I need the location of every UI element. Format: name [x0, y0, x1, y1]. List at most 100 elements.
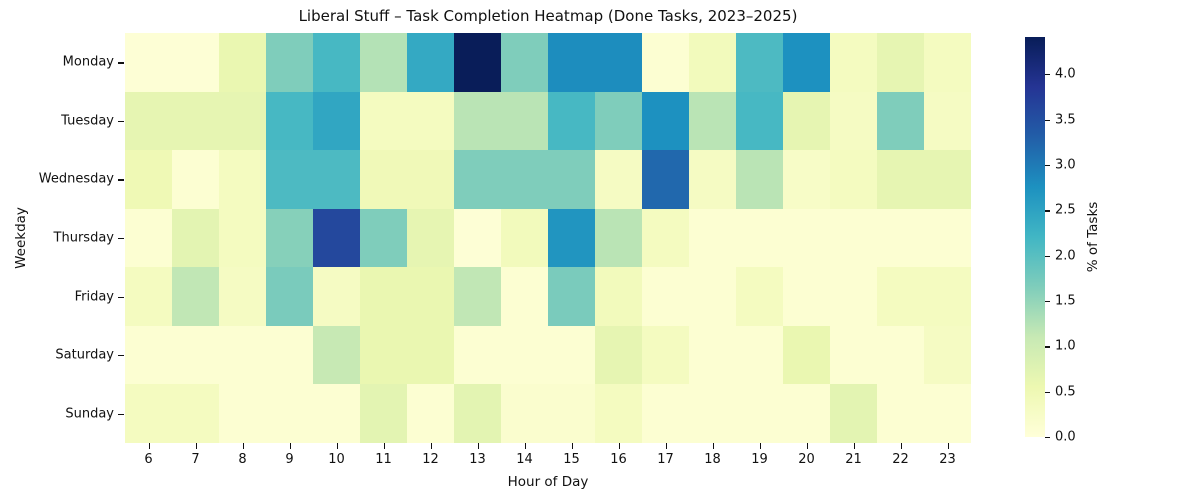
colorbar-tick-label: 1.5: [1055, 293, 1076, 309]
heatmap-cell: [172, 150, 219, 209]
colorbar-tick-mark: [1045, 391, 1050, 393]
y-tick-label: Monday: [62, 54, 114, 70]
y-tick-mark: [118, 238, 124, 240]
heatmap-cell: [830, 150, 877, 209]
heatmap-cell: [830, 208, 877, 268]
heatmap-cell: [783, 150, 830, 209]
heatmap-cell: [548, 325, 595, 385]
heatmap-cell: [266, 384, 313, 443]
heatmap-cell: [689, 150, 736, 209]
heatmap-cell: [501, 267, 548, 326]
heatmap-cell: [595, 384, 642, 443]
heatmap-cell: [642, 325, 689, 385]
heatmap-cell: [736, 91, 783, 151]
heatmap-cell: [877, 33, 924, 92]
heatmap-cell: [689, 384, 736, 443]
x-tick-label: 16: [610, 452, 627, 467]
heatmap-cell: [266, 33, 313, 92]
colorbar-tick-mark: [1045, 74, 1050, 76]
colorbar-tick-label: 3.5: [1055, 112, 1076, 128]
x-tick-label: 18: [704, 452, 721, 467]
heatmap-cell: [689, 91, 736, 151]
y-tick-label: Thursday: [53, 230, 114, 246]
y-tick-mark: [118, 355, 124, 357]
heatmap-cell: [548, 33, 595, 92]
x-tick-mark: [148, 443, 150, 449]
y-tick-mark: [118, 296, 124, 298]
heatmap-cell: [877, 91, 924, 151]
heatmap-cell: [548, 267, 595, 326]
heatmap-cell: [360, 150, 407, 209]
x-tick-label: 15: [563, 452, 580, 467]
heatmap-cell: [407, 267, 454, 326]
heatmap-cell: [125, 267, 172, 326]
heatmap-cell: [548, 208, 595, 268]
x-tick-label: 11: [375, 452, 392, 467]
heatmap-cell: [501, 325, 548, 385]
x-tick-mark: [383, 443, 385, 449]
x-tick-label: 9: [285, 452, 294, 467]
x-axis-title: Hour of Day: [507, 474, 589, 490]
heatmap-cell: [877, 208, 924, 268]
heatmap-cell: [736, 208, 783, 268]
x-tick-mark: [477, 443, 479, 449]
x-tick-mark: [806, 443, 808, 449]
heatmap-cell: [548, 384, 595, 443]
x-tick-label: 10: [328, 452, 345, 467]
colorbar-tick-label: 1.0: [1055, 338, 1076, 354]
heatmap-cell: [783, 91, 830, 151]
colorbar-tick-label: 0.0: [1055, 429, 1076, 445]
colorbar-label: % of Tasks: [1085, 201, 1101, 273]
heatmap-cell: [595, 150, 642, 209]
heatmap-cell: [924, 267, 971, 326]
x-tick-mark: [336, 443, 338, 449]
heatmap-cell: [783, 384, 830, 443]
heatmap-cell: [736, 33, 783, 92]
heatmap-cell: [689, 325, 736, 385]
colorbar-tick-mark: [1045, 300, 1050, 303]
heatmap-cell: [172, 325, 219, 385]
x-tick-label: 8: [238, 452, 247, 467]
heatmap-cell: [548, 150, 595, 209]
heatmap-cell: [830, 33, 877, 92]
heatmap-cell: [266, 91, 313, 151]
heatmap-cell: [172, 267, 219, 326]
x-tick-label: 22: [892, 452, 909, 467]
heatmap-cell: [454, 33, 501, 92]
heatmap-cell: [266, 267, 313, 326]
heatmap-cell: [736, 325, 783, 385]
x-tick-label: 7: [191, 452, 200, 467]
y-tick-label: Saturday: [55, 347, 114, 363]
heatmap-cell: [454, 91, 501, 151]
heatmap-cell: [407, 384, 454, 443]
heatmap-cell: [219, 384, 266, 443]
heatmap-cell: [642, 150, 689, 209]
x-tick-mark: [430, 443, 432, 449]
x-tick-mark: [665, 443, 667, 449]
heatmap-cell: [689, 267, 736, 326]
heatmap-cell: [266, 325, 313, 385]
heatmap-cell: [454, 208, 501, 268]
x-tick-label: 14: [516, 452, 533, 467]
heatmap-cell: [877, 150, 924, 209]
heatmap-grid: [125, 33, 971, 443]
heatmap-cell: [736, 384, 783, 443]
heatmap-cell: [360, 384, 407, 443]
heatmap-cell: [783, 267, 830, 326]
heatmap-cell: [501, 91, 548, 151]
heatmap-cell: [689, 33, 736, 92]
heatmap-cell: [454, 150, 501, 209]
heatmap-cell: [313, 384, 360, 443]
heatmap-cell: [830, 91, 877, 151]
y-tick-label: Sunday: [65, 406, 114, 422]
heatmap-cell: [407, 325, 454, 385]
heatmap-cell: [125, 91, 172, 151]
x-tick-mark: [571, 443, 573, 449]
chart-title: Liberal Stuff – Task Completion Heatmap …: [298, 7, 798, 25]
colorbar-tick-label: 2.0: [1055, 248, 1076, 264]
heatmap-cell: [313, 267, 360, 326]
heatmap-cell: [924, 384, 971, 443]
heatmap-cell: [360, 325, 407, 385]
heatmap-cell: [266, 208, 313, 268]
